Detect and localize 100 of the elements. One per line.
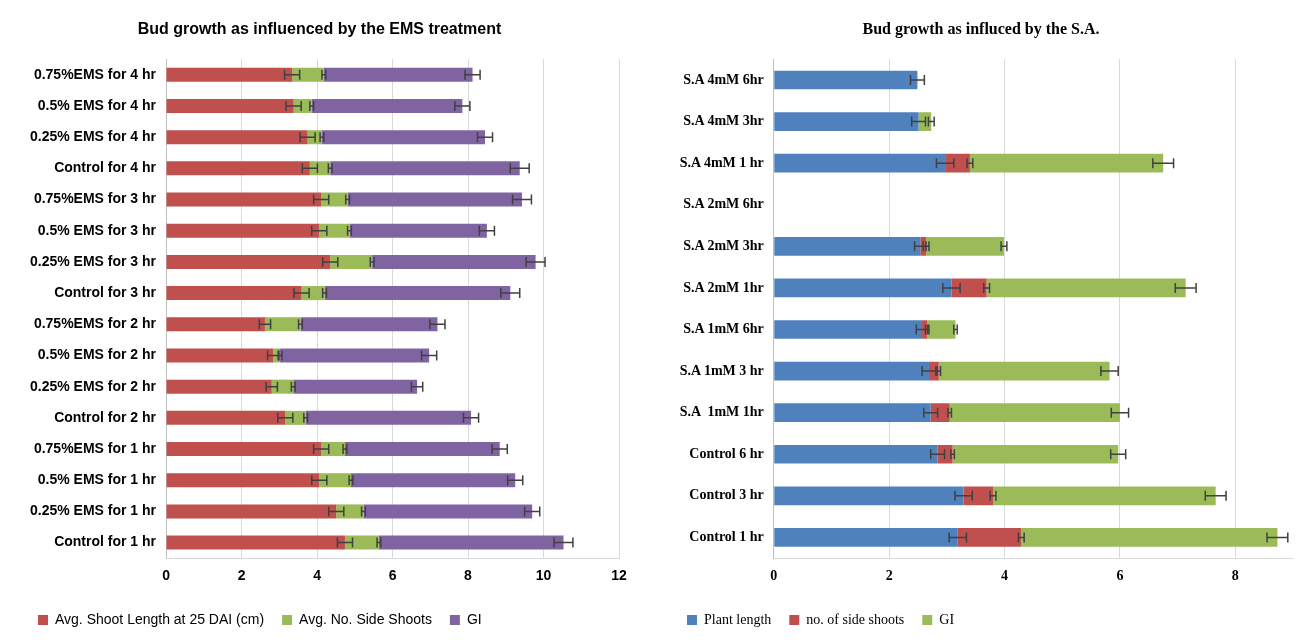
bar: [311, 98, 463, 113]
y-tick-label: Control for 2 hr: [54, 408, 157, 425]
bar: [1021, 528, 1278, 547]
bar: [280, 348, 430, 363]
bar: [949, 403, 1120, 423]
bar: [321, 130, 485, 145]
bar: [330, 161, 520, 176]
bar: [926, 236, 1004, 256]
y-tick-label: S.A 2mM 3hr: [683, 237, 764, 253]
bar: [774, 112, 919, 131]
x-tick-label: 0: [770, 568, 778, 584]
y-tick-label: S.A 2mM 6hr: [683, 196, 764, 212]
y-tick-label: S.A 4mM 3hr: [683, 113, 764, 129]
bar: [927, 320, 956, 339]
bar: [344, 442, 500, 457]
bar: [166, 535, 345, 550]
bar: [938, 361, 1110, 381]
bar: [166, 504, 337, 519]
bar: [993, 486, 1216, 506]
bar: [347, 192, 522, 207]
legend-label: GI: [466, 610, 482, 627]
bar: [166, 98, 294, 113]
bar: [319, 223, 350, 238]
y-tick-label: 0.75%EMS for 4 hr: [33, 65, 157, 82]
bar: [166, 192, 322, 207]
bar: [774, 528, 958, 547]
bar: [957, 528, 1022, 547]
bar: [330, 254, 373, 269]
y-tick-label: 0.25% EMS for 4 hr: [29, 128, 157, 145]
chart-title: Bud growth as influenced by the EMS treatment: [137, 20, 502, 38]
x-tick-label: 8: [464, 567, 473, 584]
y-tick-label: S.A 2mM 1hr: [683, 279, 764, 295]
y-tick-label: 0.75%EMS for 1 hr: [33, 439, 157, 456]
bar: [293, 379, 418, 394]
bar: [363, 504, 533, 519]
y-tick-label: S.A 1mM 6hr: [683, 321, 764, 337]
y-tick-label: Control for 4 hr: [54, 159, 157, 176]
bar: [774, 486, 964, 506]
bar: [774, 361, 929, 381]
bar: [774, 70, 918, 90]
bar: [372, 254, 536, 269]
bar: [166, 161, 310, 176]
x-tick-label: 12: [611, 567, 627, 584]
bar: [166, 67, 293, 82]
y-tick-label: S.A 4mM 6hr: [683, 71, 764, 87]
x-tick-label: 2: [237, 567, 246, 584]
bar: [305, 410, 472, 425]
x-tick-label: 4: [313, 567, 322, 584]
bar: [774, 444, 938, 464]
bar: [986, 278, 1186, 298]
y-tick-label: 0.75%EMS for 2 hr: [33, 315, 157, 332]
y-tick-label: 0.5% EMS for 4 hr: [37, 96, 157, 113]
x-tick-label: 10: [535, 567, 552, 584]
bar: [166, 379, 272, 394]
bar: [300, 317, 438, 332]
y-tick-label: 0.25% EMS for 3 hr: [29, 252, 157, 269]
y-tick-label: Control for 1 hr: [54, 533, 157, 550]
y-tick-label: 0.25% EMS for 1 hr: [29, 502, 157, 519]
bar: [324, 286, 511, 301]
bar: [166, 410, 286, 425]
legend-label: Avg. Shoot Length at 25 DAI (cm): [55, 610, 265, 627]
y-tick-label: Control 3 hr: [689, 487, 764, 503]
bar: [166, 442, 322, 457]
y-tick-label: 0.5% EMS for 2 hr: [37, 346, 157, 363]
legend-label: GI: [939, 611, 955, 627]
bar: [349, 223, 487, 238]
y-tick-label: 0.5% EMS for 1 hr: [37, 471, 157, 488]
bar: [166, 223, 320, 238]
bar: [166, 286, 302, 301]
x-tick-label: 6: [1116, 568, 1124, 584]
bar: [351, 473, 516, 488]
bar: [166, 254, 331, 269]
bar: [166, 317, 265, 332]
bar: [774, 153, 946, 173]
y-tick-label: 0.5% EMS for 3 hr: [37, 221, 157, 238]
bar: [166, 130, 308, 145]
y-tick-label: Control 6 hr: [689, 445, 764, 461]
x-tick-label: 0: [162, 567, 171, 584]
y-tick-label: Control for 3 hr: [54, 283, 157, 300]
y-tick-label: 0.25% EMS for 2 hr: [29, 377, 157, 394]
y-tick-label: Control 1 hr: [689, 529, 764, 545]
y-tick-label: 0.75%EMS for 3 hr: [33, 190, 157, 207]
bar: [774, 278, 952, 298]
bar: [952, 444, 1119, 464]
legend-label: Avg. No. Side Shoots: [299, 610, 432, 627]
bar: [166, 348, 274, 363]
bar: [321, 192, 348, 207]
x-tick-label: 8: [1231, 568, 1239, 584]
y-tick-label: S.A 4mM 1 hr: [679, 154, 764, 170]
y-tick-label: S.A 1mM 3 hr: [679, 362, 764, 378]
bar: [323, 67, 473, 82]
bar: [774, 236, 921, 256]
bar: [930, 403, 950, 423]
x-tick-label: 6: [388, 567, 397, 584]
bar: [344, 535, 379, 550]
legend-label: no. of side shoots: [806, 611, 905, 627]
chart-title: Bud growth as influced by the S.A.: [862, 19, 1100, 38]
legend-label: Plant length: [704, 611, 772, 627]
bar: [378, 535, 564, 550]
bar: [166, 473, 320, 488]
